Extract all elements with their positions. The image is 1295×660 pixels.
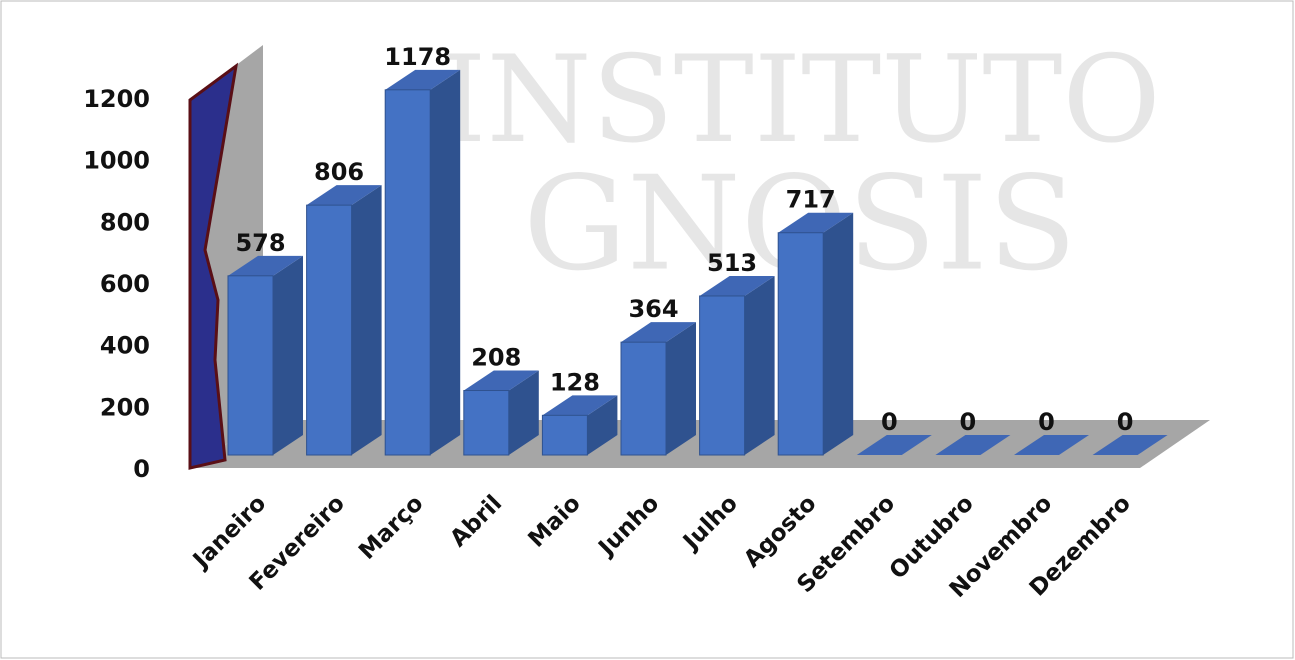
bar-side: [430, 69, 461, 455]
bar-front: [777, 232, 824, 456]
bar-front: [227, 275, 274, 456]
data-label: 0: [1038, 408, 1055, 436]
bar-side: [273, 255, 303, 455]
bar-front: [306, 204, 353, 456]
bar-top: [778, 212, 854, 233]
y-tick-label: 400: [100, 332, 150, 360]
bar-top: [306, 185, 382, 206]
data-label: 513: [707, 249, 757, 277]
bar-front: [541, 414, 588, 456]
bar: [227, 255, 303, 456]
bar-top: [385, 69, 461, 90]
data-label: 1178: [384, 43, 451, 71]
bar: [384, 69, 461, 456]
data-label: 806: [314, 158, 364, 186]
bar-front: [699, 295, 746, 456]
y-tick-label: 800: [100, 208, 150, 236]
bar: [1014, 435, 1089, 455]
wall-silhouette: [188, 62, 239, 470]
bar-side: [666, 322, 696, 455]
bar-top: [621, 322, 696, 343]
y-tick-label: 1200: [83, 85, 150, 113]
y-tick-label: 200: [100, 393, 150, 421]
data-label: 208: [471, 344, 521, 372]
bar: [306, 185, 382, 456]
data-label: 0: [960, 408, 977, 436]
bar: [1092, 435, 1168, 455]
bar-side: [351, 185, 382, 455]
bar-front: [463, 390, 510, 456]
bar: [699, 275, 775, 456]
data-label: 128: [550, 368, 600, 396]
bar: [777, 212, 854, 456]
bar-top: [542, 395, 618, 416]
data-label: 0: [881, 408, 898, 436]
bar-top: [463, 370, 539, 391]
data-label: 717: [786, 186, 836, 214]
bar-front: [620, 341, 667, 456]
data-label: 578: [235, 229, 285, 257]
bar: [856, 435, 932, 455]
bar: [620, 322, 696, 456]
bar: [463, 370, 539, 456]
bar-top: [699, 275, 775, 296]
bar-top: [1014, 435, 1089, 455]
data-label: 364: [628, 295, 678, 323]
y-tick-label: 1000: [83, 147, 150, 175]
bar-side: [823, 212, 854, 455]
bar: [935, 435, 1011, 455]
data-label: 0: [1117, 408, 1134, 436]
y-tick-label: 600: [100, 270, 150, 298]
bar-top: [228, 255, 303, 276]
bar-top: [856, 435, 932, 455]
bar-side: [587, 395, 618, 455]
bar-front: [384, 89, 431, 456]
bar: [541, 395, 618, 456]
y-tick-label: 0: [133, 455, 150, 483]
bar-side: [508, 370, 539, 455]
bar-side: [744, 275, 775, 455]
bar-top: [935, 435, 1011, 455]
watermark: INSTITUTO: [439, 31, 1161, 170]
bar-top: [1092, 435, 1168, 455]
